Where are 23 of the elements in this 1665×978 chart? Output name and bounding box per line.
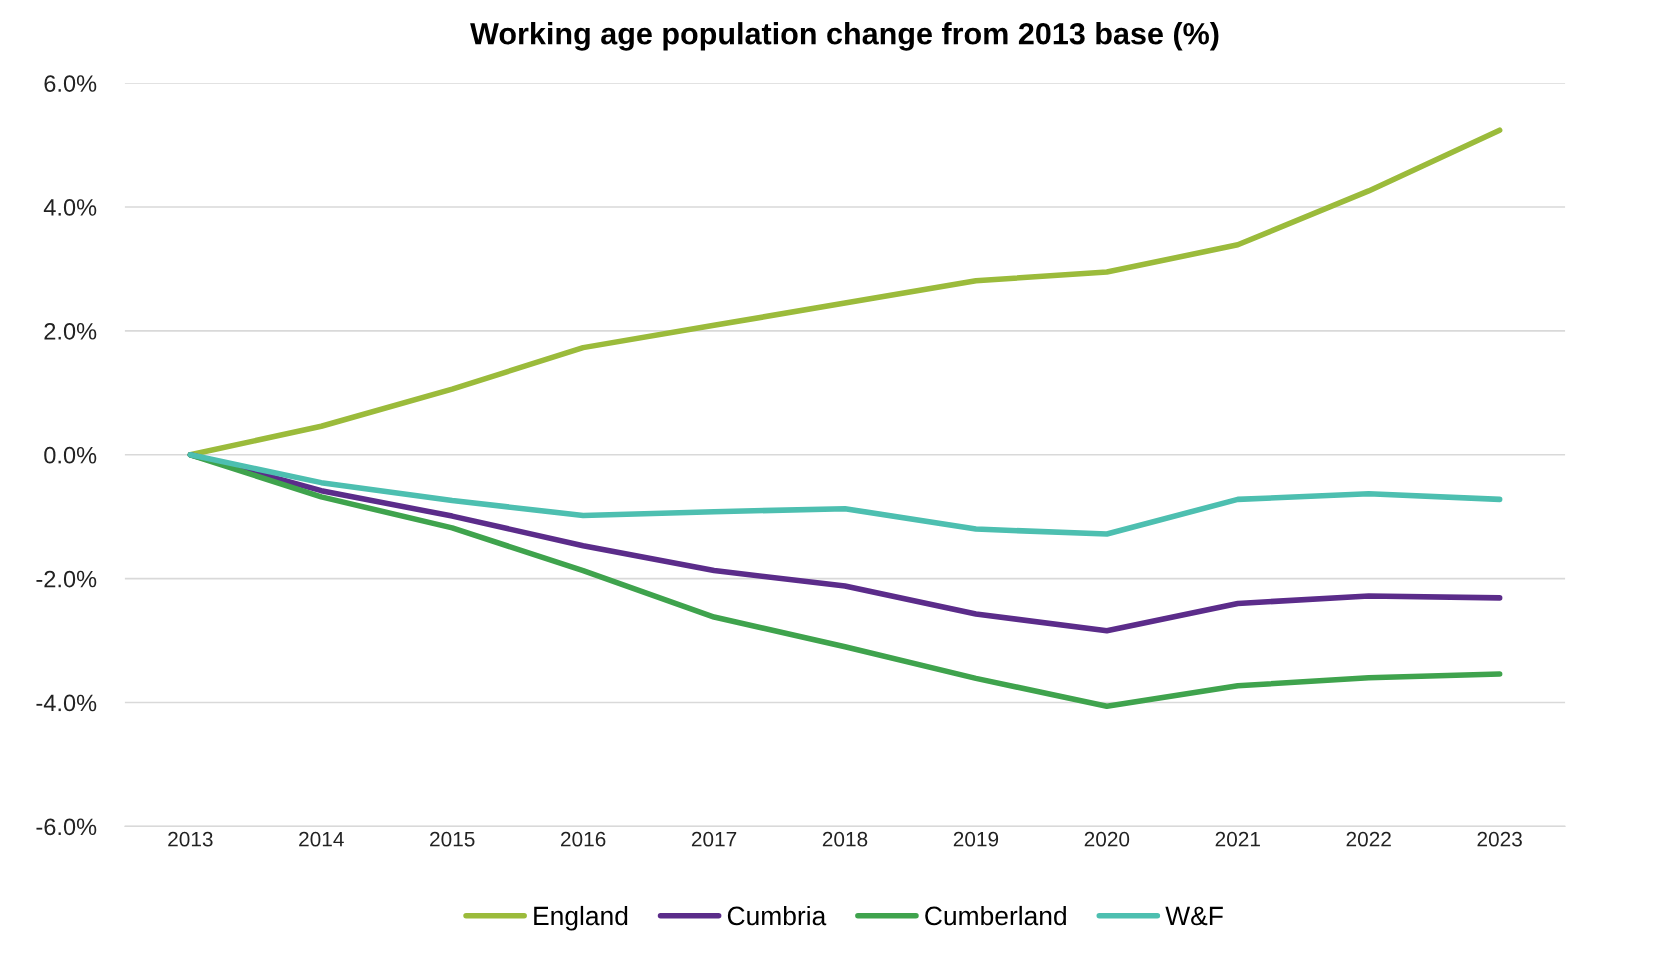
- legend-label: W&F: [1165, 906, 1223, 926]
- y-tick-label: 2.0%: [44, 322, 97, 340]
- x-tick-label: 2020: [1084, 831, 1130, 847]
- y-tick-label: -4.0%: [36, 694, 97, 712]
- x-tick-label: 2023: [1477, 831, 1522, 847]
- x-tick-label: 2016: [561, 831, 606, 847]
- y-tick-label: -6.0%: [36, 818, 97, 836]
- legend-label: Cumbria: [727, 905, 827, 926]
- chart-title: Working age population change from 2013 base (%): [470, 22, 1219, 51]
- y-tick-label: 0.0%: [44, 446, 97, 464]
- legend-label: England: [534, 905, 628, 931]
- y-tick-label: 6.0%: [44, 75, 97, 92]
- y-tick-label: 4.0%: [43, 199, 97, 216]
- legend-label: Cumberland: [925, 905, 1066, 926]
- x-tick-label: 2013: [168, 831, 213, 847]
- x-tick-label: 2021: [1215, 831, 1260, 847]
- x-tick-label: 2022: [1346, 831, 1391, 847]
- x-tick-label: 2014: [299, 831, 344, 847]
- x-tick-label: 2019: [953, 831, 999, 847]
- y-tick-label: -2.0%: [36, 570, 97, 588]
- x-tick-label: 2015: [430, 831, 475, 847]
- x-tick-label: 2017: [691, 831, 737, 847]
- x-tick-label: 2018: [822, 831, 868, 847]
